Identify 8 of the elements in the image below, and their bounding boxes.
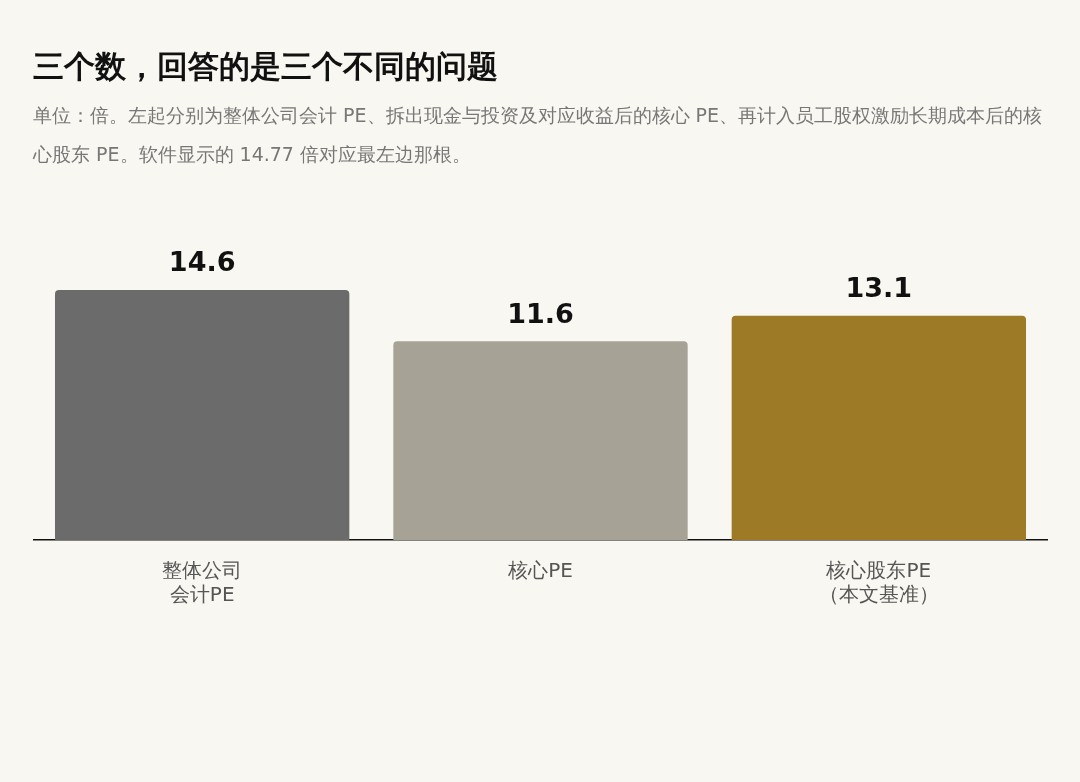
x-tick-label: 核心PE: [507, 558, 573, 583]
x-tick-label: 整体公司会计PE: [162, 558, 243, 607]
data-label: 13.1: [845, 272, 913, 304]
data-label: 11.6: [507, 297, 574, 329]
x-tick-label: 核心股东PE（本文基准）: [818, 558, 939, 607]
data-label: 14.6: [168, 246, 236, 278]
chart-subtitle: 单位：倍。左起分别为整体公司会计 PE、拆出现金与投资及对应收益后的核心 PE、再计入员工股权激励长期成本后的核心股东 PE。软件显示的 14.77 倍对应最左边那根。: [33, 103, 1043, 167]
chart-title: 三个数，回答的是三个不同的问题: [33, 47, 498, 86]
